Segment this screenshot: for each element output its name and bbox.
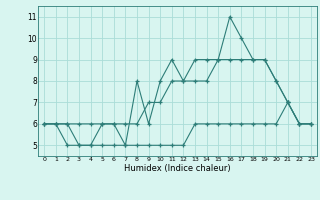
X-axis label: Humidex (Indice chaleur): Humidex (Indice chaleur)	[124, 164, 231, 173]
